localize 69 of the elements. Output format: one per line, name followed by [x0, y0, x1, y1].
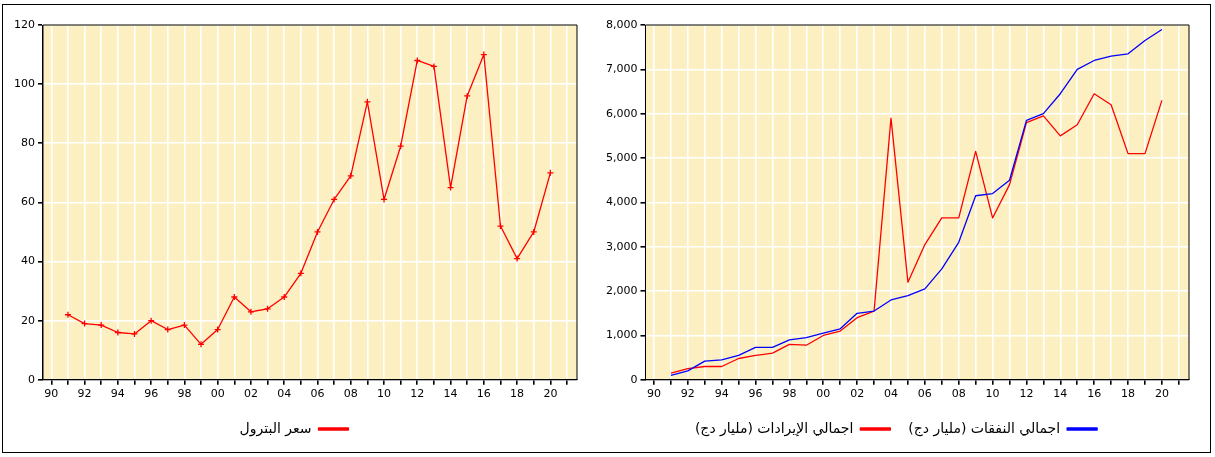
- point: [130, 330, 139, 338]
- y-tick-label: 100: [14, 76, 35, 90]
- x-tick-label: 08: [951, 387, 966, 401]
- y-tick-label: 7,000: [605, 62, 638, 76]
- legend-label: اجمالي الإيرادات (مليار دج): [694, 419, 854, 437]
- y-tick-label: 3,000: [605, 239, 638, 253]
- point: [430, 62, 438, 71]
- x-tick-label: 10: [377, 387, 392, 401]
- y-tick-label: 5,000: [605, 150, 638, 164]
- y-tick-label: 0: [28, 372, 35, 386]
- x-tick-label: 12: [410, 387, 425, 401]
- x-tick-label: 16: [1087, 387, 1102, 401]
- point: [363, 98, 372, 106]
- x-tick-label: 14: [443, 387, 458, 401]
- x-tick-label: 08: [343, 387, 358, 401]
- y-tick-label: 1,000: [605, 328, 638, 342]
- x-tick-label: 18: [1121, 387, 1136, 401]
- x-tick-label: 04: [884, 387, 898, 401]
- x-tick-label: 90: [44, 387, 59, 401]
- x-tick-label: 12: [1019, 387, 1034, 401]
- x-tick-label: 00: [210, 387, 225, 401]
- x-tick-label: 90: [646, 387, 661, 401]
- x-tick-label: 94: [110, 387, 125, 401]
- point: [197, 340, 205, 348]
- y-tick-label: 60: [21, 195, 35, 209]
- y-tick-label: 80: [21, 136, 35, 150]
- point: [247, 308, 255, 316]
- x-tick-label: 92: [77, 387, 92, 401]
- x-tick-label: 20: [543, 387, 558, 401]
- point: [114, 328, 122, 337]
- point: [330, 195, 338, 204]
- point: [97, 321, 105, 329]
- x-tick-label: 96: [748, 387, 763, 401]
- point: [280, 293, 288, 301]
- point: [230, 293, 238, 301]
- point: [380, 195, 388, 204]
- x-tick-label: 16: [476, 387, 491, 401]
- x-tick-label: 06: [310, 387, 325, 401]
- x-tick-label: 20: [1154, 387, 1169, 401]
- x-tick-label: 98: [177, 387, 192, 401]
- x-tick-label: 06: [917, 387, 932, 401]
- point: [463, 92, 471, 100]
- point: [180, 321, 189, 329]
- y-tick-label: 2,000: [605, 283, 638, 297]
- x-tick-label: 02: [850, 387, 865, 401]
- x-tick-label: 04: [277, 387, 292, 401]
- x-tick-label: 94: [714, 387, 729, 401]
- point: [496, 222, 505, 230]
- y-tick-label: 8,000: [605, 17, 638, 31]
- legend-label: اجمالي النفقات (مليار دج): [908, 419, 1061, 437]
- legend-label: سعر البترول: [239, 419, 312, 437]
- y-tick-label: 120: [14, 17, 35, 31]
- x-tick-label: 00: [816, 387, 831, 401]
- x-tick-label: 14: [1053, 387, 1068, 401]
- x-tick-label: 18: [510, 387, 525, 401]
- y-tick-label: 6,000: [605, 106, 638, 120]
- y-tick-label: 4,000: [605, 195, 638, 209]
- point: [530, 228, 538, 236]
- x-tick-label: 92: [680, 387, 695, 401]
- point: [147, 317, 155, 325]
- x-tick-label: 96: [144, 387, 159, 401]
- x-tick-label: 10: [985, 387, 1000, 401]
- y-tick-label: 40: [21, 254, 35, 268]
- x-tick-label: 98: [782, 387, 797, 401]
- point: [313, 228, 322, 236]
- x-tick-label: 02: [243, 387, 258, 401]
- point: [513, 254, 521, 263]
- y-tick-label: 20: [21, 313, 35, 327]
- y-tick-label: 0: [630, 372, 638, 386]
